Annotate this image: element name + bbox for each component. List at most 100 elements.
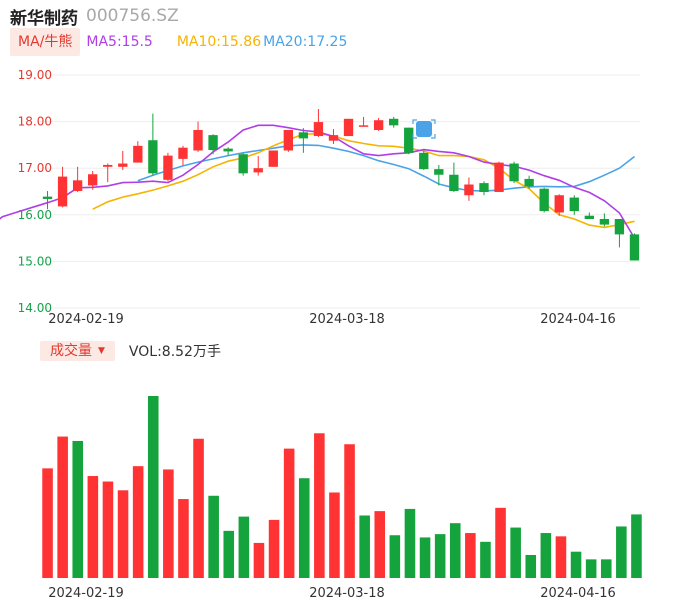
candle	[88, 170, 98, 190]
candle-body	[133, 145, 143, 163]
volume-bar	[585, 559, 597, 578]
ma20-line	[137, 144, 635, 192]
volume-bar	[540, 533, 552, 578]
x-tick-label: 2024-04-16	[540, 312, 616, 327]
candle-body	[509, 163, 519, 182]
volume-bar	[283, 448, 295, 578]
candle-body	[148, 140, 158, 174]
stock-header: 新华制药 000756.SZ	[10, 4, 179, 29]
volume-bar	[600, 559, 612, 578]
candle	[569, 195, 579, 215]
volume-selector-label: 成交量	[50, 343, 92, 359]
volume-bar	[616, 526, 627, 578]
volume-bar	[434, 534, 446, 578]
candle	[133, 141, 143, 163]
candlesticks	[42, 109, 640, 261]
candle-body	[419, 152, 429, 170]
candle	[118, 150, 128, 171]
current-marker	[412, 119, 436, 139]
volume-bar	[268, 519, 280, 578]
candle	[373, 117, 384, 131]
candle-body	[298, 132, 309, 139]
candle	[148, 113, 158, 176]
locate-icon-bg	[416, 121, 432, 137]
volume-bar	[359, 515, 370, 578]
candle-body	[614, 218, 625, 235]
x-tick-label: 2024-03-18	[309, 312, 385, 327]
candle	[419, 150, 429, 171]
volume-bar	[223, 530, 235, 578]
volume-bar	[374, 511, 386, 578]
volume-bar	[253, 542, 265, 578]
candle	[313, 109, 324, 137]
x-tick-label: 2024-03-18	[309, 586, 385, 601]
candle-body	[373, 120, 384, 130]
candle-body	[629, 234, 640, 261]
candle-body	[72, 180, 83, 192]
candle-body	[343, 118, 354, 137]
candle	[449, 162, 459, 192]
y-tick-label: 18.00	[18, 115, 52, 129]
candle-body	[223, 148, 233, 152]
candle	[268, 150, 278, 167]
ma10-value: MA10:15.86	[176, 34, 262, 50]
candle-body	[178, 147, 188, 159]
locate-icon-frame	[412, 119, 436, 139]
candle-body	[103, 164, 113, 167]
candle-body	[389, 118, 399, 126]
caret-down-icon: ▼	[98, 346, 105, 356]
volume-bar	[163, 469, 174, 578]
candle	[554, 194, 564, 216]
volume-bar	[631, 514, 642, 578]
ma-legend: MA/牛熊 MA5:15.5 MA10:15.86 MA20:17.25	[10, 28, 347, 56]
volume-bars	[42, 396, 642, 578]
candle	[283, 129, 293, 152]
candle	[253, 156, 263, 176]
volume-bar	[555, 536, 567, 578]
candle-body	[238, 154, 248, 174]
candle	[509, 161, 519, 184]
candle	[614, 218, 625, 248]
stock-name: 新华制药	[10, 8, 78, 29]
candle	[599, 213, 610, 227]
candle	[524, 175, 534, 189]
candle	[328, 129, 339, 144]
volume-indicator-selector[interactable]: 成交量 ▼	[40, 341, 115, 361]
ma5-value: MA5:15.5	[86, 34, 153, 50]
candle-body	[358, 125, 369, 127]
candle-body	[539, 188, 549, 212]
candle	[72, 166, 83, 192]
volume-bar	[42, 468, 53, 578]
candle	[343, 118, 354, 137]
candle-body	[193, 129, 203, 151]
candle-body	[569, 197, 579, 212]
locate-icon[interactable]	[412, 119, 436, 139]
candle-body	[584, 215, 594, 219]
volume-bar	[178, 499, 189, 578]
candle-body	[313, 122, 324, 137]
y-tick-label: 19.00	[18, 68, 52, 82]
ma-indicator-selector[interactable]: MA/牛熊	[10, 28, 81, 56]
candle-body	[524, 178, 534, 187]
stock-code: 000756.SZ	[86, 6, 179, 26]
candle-body	[494, 162, 504, 192]
candle	[238, 152, 248, 176]
candle-body	[554, 195, 564, 213]
y-tick-label: 17.00	[18, 161, 52, 175]
candle	[358, 116, 369, 127]
volume-bar	[344, 444, 355, 578]
y-tick-label: 14.00	[18, 301, 52, 315]
volume-bar	[72, 440, 84, 578]
volume-legend: 成交量 ▼ VOL:8.52万手	[40, 341, 221, 361]
candle	[208, 134, 218, 155]
candle	[584, 212, 594, 219]
volume-bar	[193, 438, 204, 578]
volume-bar	[465, 533, 476, 578]
candle-body	[253, 168, 263, 173]
candle	[629, 233, 640, 261]
candle	[434, 164, 444, 186]
volume-bar	[102, 481, 114, 578]
ma10-line	[92, 132, 635, 229]
y-tick-label: 16.00	[18, 208, 52, 222]
ma5-line	[0, 124, 636, 239]
